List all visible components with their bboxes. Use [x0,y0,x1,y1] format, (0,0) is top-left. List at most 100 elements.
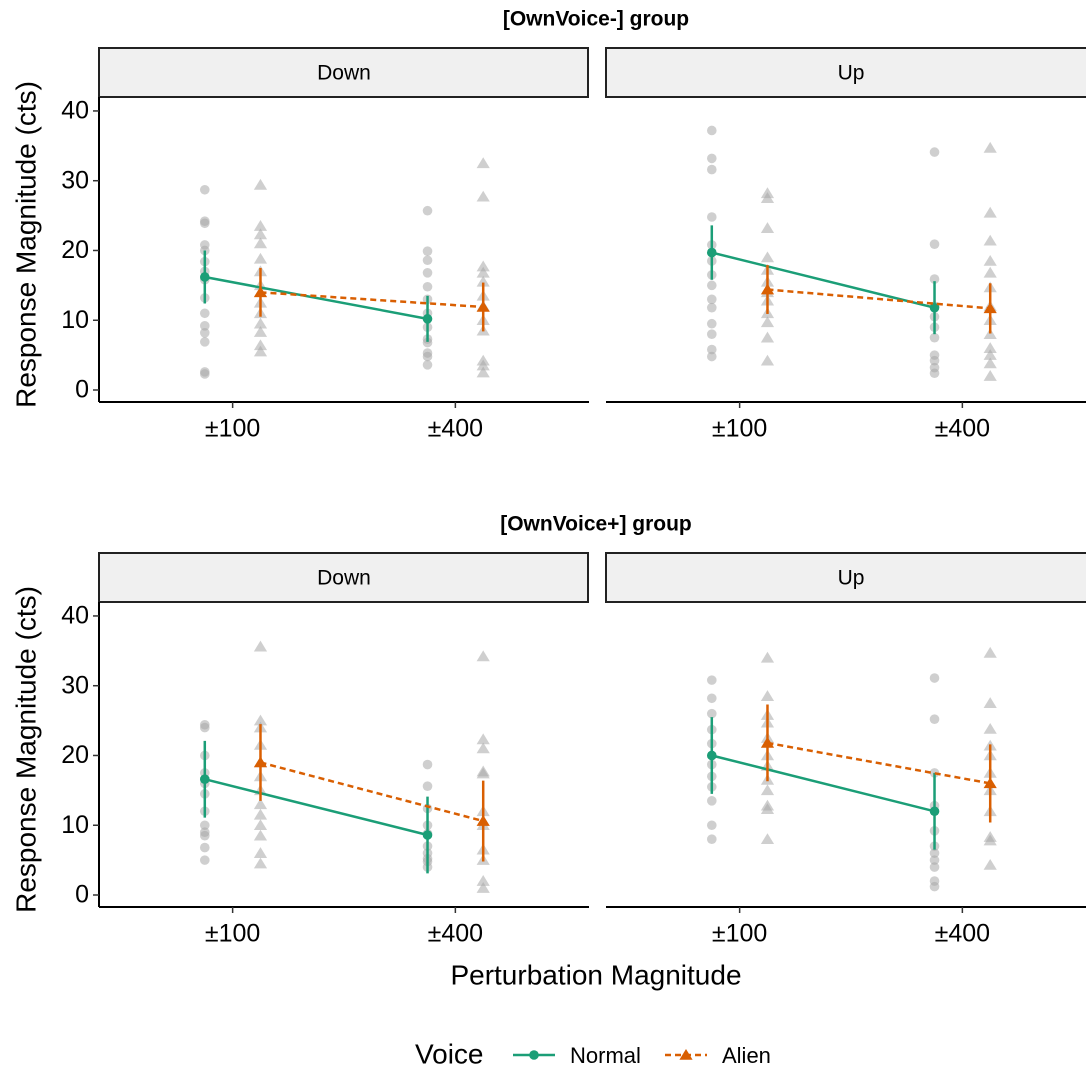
raw-point [929,881,940,892]
raw-point [253,339,268,351]
raw-point [983,342,997,353]
mean-point [983,302,997,314]
legend-key-marker [529,1050,539,1060]
raw-point [983,328,997,339]
raw-point [253,819,268,831]
raw-point [706,834,717,844]
mean-line [767,741,991,785]
mean-point [422,830,433,840]
strip [605,552,1086,603]
raw-point [476,190,490,202]
raw-point [929,274,940,284]
raw-point [422,255,433,266]
strip-label: Up [838,567,865,590]
raw-point [706,125,717,136]
raw-point [199,327,210,338]
mean-point [476,300,490,312]
raw-point [422,759,433,770]
legend-label: Alien [722,1043,771,1068]
mean-point [253,286,268,298]
mean-point [706,750,717,761]
x-tick-label: ±100 [712,415,767,443]
mean-point [199,272,210,282]
raw-point [422,360,433,370]
raw-point [983,646,997,658]
legend-label: Normal [570,1043,641,1068]
strip [98,552,589,603]
mean-point [422,314,433,324]
raw-point [760,331,775,343]
raw-point [253,228,268,240]
raw-point [476,366,490,378]
raw-point [983,234,997,246]
mean-line [260,761,484,823]
strip-label: Down [317,567,371,590]
y-tick-label: 20 [61,236,89,264]
raw-point [199,842,210,853]
raw-point [253,326,268,337]
x-tick-label: ±100 [205,920,260,948]
raw-point [929,673,940,683]
raw-point [476,742,490,754]
mean-point [929,302,940,313]
x-tick-label: ±400 [428,415,483,443]
raw-point [706,153,717,164]
strip-label: Up [838,62,865,85]
raw-point [706,302,717,313]
raw-point [422,268,433,278]
raw-point [929,848,940,858]
raw-point [199,830,210,841]
y-tick-label: 30 [61,671,89,699]
y-tick-label: 20 [61,741,89,769]
x-tick-label: ±400 [935,920,990,948]
mean-point [199,774,210,784]
mean-line [711,754,935,813]
raw-point [983,254,997,266]
raw-point [253,345,268,357]
group-title: [OwnVoice-] group [503,8,689,31]
y-tick-label: 10 [61,811,89,839]
raw-point [760,316,775,328]
strip [605,47,1086,98]
raw-point [199,820,210,831]
raw-point [706,329,717,339]
raw-point [760,251,775,263]
raw-point [253,220,268,231]
raw-point [983,697,997,708]
raw-point [760,651,775,663]
mean-point [760,736,775,748]
raw-point [476,882,490,893]
mean-line [260,291,484,309]
raw-point [422,246,433,256]
raw-point [760,803,775,814]
mean-point [706,247,717,258]
raw-point [706,294,717,305]
raw-point [983,206,997,218]
raw-point [929,855,940,865]
raw-point [983,834,997,846]
x-tick-label: ±400 [935,415,990,443]
raw-point [422,281,433,292]
raw-point [476,767,490,779]
raw-point [706,708,717,719]
raw-point [253,317,268,329]
raw-point [422,205,433,216]
y-tick-label: 30 [61,166,89,194]
raw-point [760,784,775,796]
x-axis-label: Perturbation Magnitude [450,959,741,990]
raw-point [983,357,997,369]
y-tick-label: 10 [61,306,89,334]
raw-point [476,875,490,886]
raw-point [199,218,210,229]
raw-point [983,859,997,870]
mean-line [204,777,428,837]
mean-line [767,288,991,310]
raw-point [706,820,717,831]
raw-point [760,690,775,701]
raw-point [199,369,210,379]
y-tick-label: 0 [75,881,89,909]
y-tick-label: 40 [61,602,89,630]
raw-point [253,829,268,841]
group-title: [OwnVoice+] group [500,513,692,536]
